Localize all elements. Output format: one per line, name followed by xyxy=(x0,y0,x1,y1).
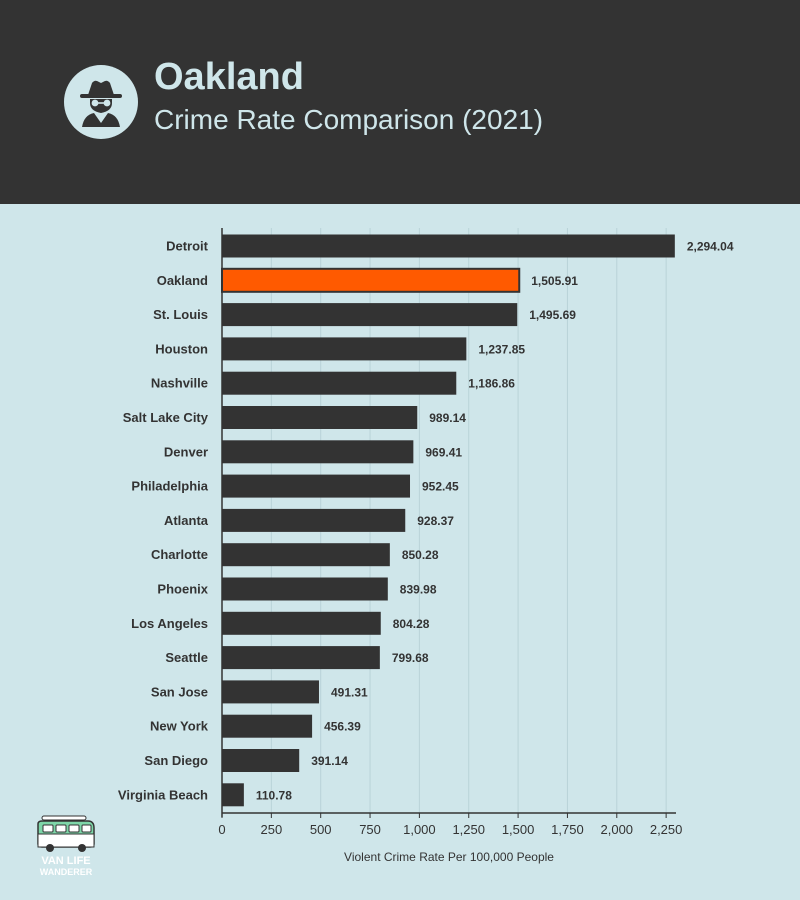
bar-philadelphia xyxy=(222,474,411,498)
category-label: San Diego xyxy=(144,753,208,768)
spy-icon xyxy=(80,80,122,127)
value-label: 1,505.91 xyxy=(531,274,578,288)
value-label: 850.28 xyxy=(402,548,439,562)
category-label: Virginia Beach xyxy=(118,787,208,802)
value-label: 456.39 xyxy=(324,720,361,734)
category-label: Phoenix xyxy=(157,582,208,597)
brand-line-1: VAN LIFE xyxy=(41,855,91,867)
bar-phoenix xyxy=(222,577,388,601)
value-label: 952.45 xyxy=(422,480,459,494)
value-label: 1,495.69 xyxy=(529,308,576,322)
category-label: Atlanta xyxy=(164,513,209,528)
category-label: Denver xyxy=(164,444,208,459)
bar-new-york xyxy=(222,714,313,738)
page-title: Oakland xyxy=(154,56,304,98)
x-tick-label: 1,000 xyxy=(403,822,436,837)
value-label: 1,237.85 xyxy=(478,342,525,356)
value-label: 804.28 xyxy=(393,617,430,631)
category-label: Philadelphia xyxy=(131,479,208,494)
bar-virginia-beach xyxy=(222,783,244,807)
value-label: 391.14 xyxy=(311,754,348,768)
value-label: 491.31 xyxy=(331,685,368,699)
bar-denver xyxy=(222,440,414,464)
category-label: Nashville xyxy=(151,376,208,391)
value-label: 989.14 xyxy=(429,411,466,425)
bar-seattle xyxy=(222,646,380,670)
x-axis-title: Violent Crime Rate Per 100,000 People xyxy=(344,850,554,864)
bar-houston xyxy=(222,337,467,361)
value-label: 839.98 xyxy=(400,583,437,597)
page-subtitle: Crime Rate Comparison (2021) xyxy=(154,104,544,135)
value-label: 110.78 xyxy=(256,788,292,802)
bar-oakland xyxy=(221,267,521,293)
x-tick-label: 2,000 xyxy=(601,822,634,837)
value-label: 2,294.04 xyxy=(687,240,734,254)
x-tick-label: 1,750 xyxy=(551,822,584,837)
x-tick-label: 1,250 xyxy=(452,822,485,837)
category-label: Salt Lake City xyxy=(123,410,209,425)
bar-san-jose xyxy=(222,680,319,704)
bar-salt-lake-city xyxy=(222,406,418,429)
bar-chart: Detroit 2,294.04 Oakland 1,505.91 St. Louis 1… xyxy=(118,228,734,864)
category-label: Oakland xyxy=(157,273,208,288)
bar-san-diego xyxy=(222,749,300,772)
x-tick-label: 500 xyxy=(310,822,332,837)
header-banner: Oakland Crime Rate Comparison (2021) xyxy=(0,0,800,204)
category-label: New York xyxy=(150,719,209,734)
value-label: 799.68 xyxy=(392,651,429,665)
brand-name: VAN LIFE WANDERER xyxy=(30,856,102,878)
bar-atlanta xyxy=(222,508,406,532)
bar-st-louis xyxy=(222,303,518,327)
value-label: 928.37 xyxy=(417,514,454,528)
category-label: Houston xyxy=(155,341,208,356)
category-label: Charlotte xyxy=(151,547,208,562)
brand-line-2: WANDERER xyxy=(39,867,93,877)
value-label: 1,186.86 xyxy=(468,377,515,391)
x-tick-label: 750 xyxy=(359,822,381,837)
x-tick-label: 0 xyxy=(218,822,225,837)
van-icon xyxy=(37,815,95,852)
x-tick-label: 250 xyxy=(260,822,282,837)
category-label: San Jose xyxy=(151,684,208,699)
logo-badge xyxy=(64,65,138,139)
bar-charlotte xyxy=(222,543,390,567)
bar-detroit xyxy=(222,234,675,258)
category-label: Seattle xyxy=(165,650,208,665)
category-label: Detroit xyxy=(166,239,209,254)
value-label: 969.41 xyxy=(425,445,462,459)
category-label: St. Louis xyxy=(153,307,208,322)
bar-los-angeles xyxy=(222,611,381,635)
x-tick-label: 1,500 xyxy=(502,822,535,837)
bar-nashville xyxy=(222,371,457,395)
x-tick-label: 2,250 xyxy=(650,822,683,837)
category-label: Los Angeles xyxy=(131,616,208,631)
